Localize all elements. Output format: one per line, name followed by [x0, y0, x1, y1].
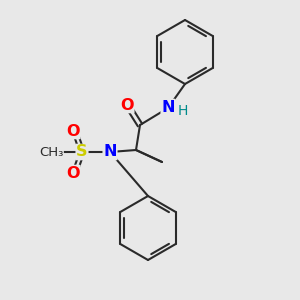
Text: S: S	[76, 145, 88, 160]
Text: O: O	[66, 166, 80, 181]
Text: O: O	[66, 124, 80, 139]
Text: N: N	[103, 145, 117, 160]
Text: O: O	[120, 98, 134, 112]
Text: H: H	[178, 104, 188, 118]
Text: CH₃: CH₃	[39, 146, 63, 158]
Text: N: N	[161, 100, 175, 115]
